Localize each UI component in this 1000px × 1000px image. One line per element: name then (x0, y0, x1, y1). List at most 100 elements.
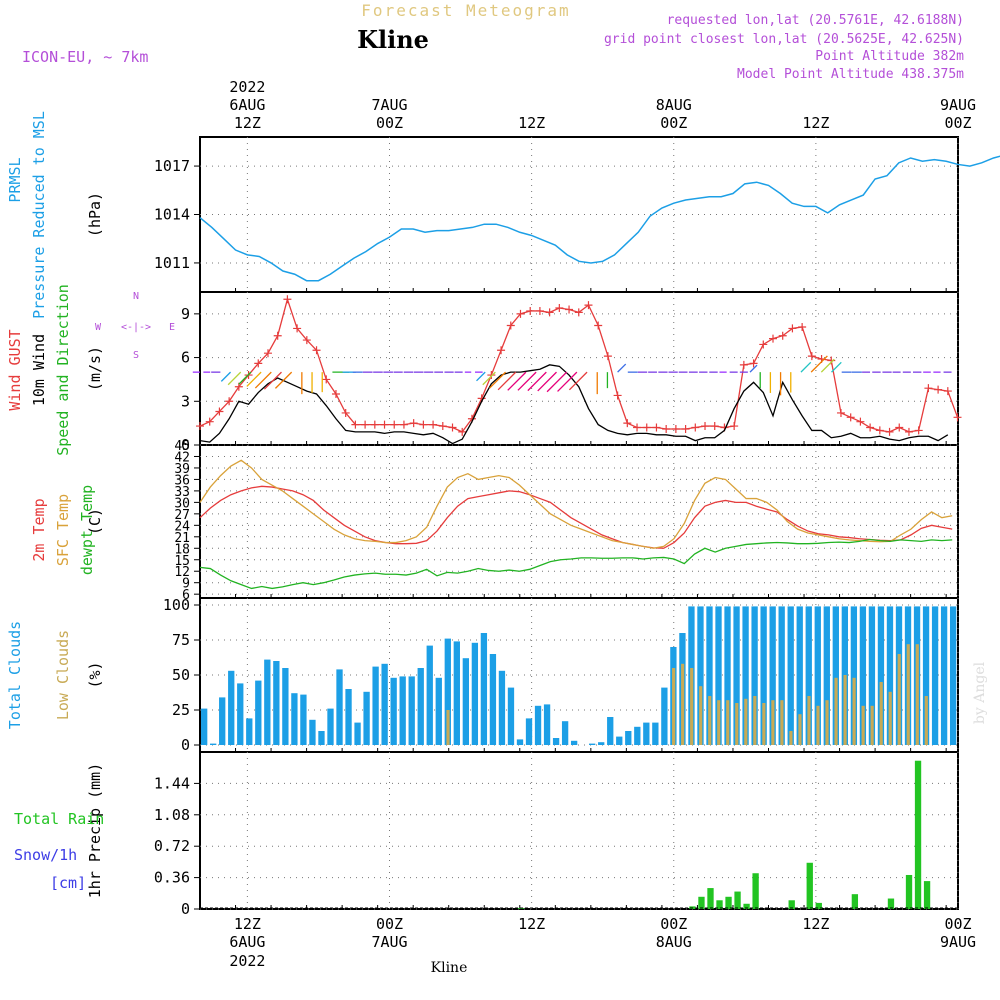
gust-marker (904, 427, 913, 436)
lowclouds-bar (816, 705, 820, 745)
gust-marker (574, 308, 583, 317)
gust-marker (351, 420, 360, 429)
lowclouds-bar (897, 654, 901, 745)
y-tick-label: 45 (174, 439, 190, 454)
lowclouds-bar (446, 710, 450, 745)
y-tick-label: 50 (172, 666, 190, 684)
gust-marker (196, 422, 204, 431)
y-tick-label: 1.44 (154, 774, 190, 792)
bottom-time-label: 12Z (802, 915, 829, 933)
panel-4: 0 0.36 0.72 1.08 1.44 1hr Precip (mm) (86, 751, 959, 918)
gust-marker (730, 422, 739, 431)
bottom-time-label: 00Z (944, 915, 971, 933)
totalclouds-bar (372, 666, 379, 745)
temp2m-line (199, 485, 953, 549)
prmsl-line (199, 155, 1000, 282)
totalclouds-bar (814, 606, 821, 745)
totalclouds-bar (922, 606, 930, 745)
lowclouds-bar (771, 700, 775, 745)
gust-marker (526, 306, 535, 315)
totalclouds-bar (751, 606, 758, 745)
lowclouds-bar (753, 696, 757, 745)
totalclouds-bar (210, 743, 217, 745)
prmsl-label: PRMSL (6, 157, 24, 202)
y-tick-label: 1017 (154, 157, 190, 175)
totalclouds-bar (489, 654, 497, 745)
y-tick-label: 33 (174, 485, 190, 500)
lowclouds-label: Low Clouds (54, 630, 72, 720)
forecast-title: Forecast Meteogram (361, 1, 570, 20)
gust-marker (273, 331, 282, 340)
panel-3: 0 25 50 75 100 (%) (86, 596, 959, 754)
gust-marker (545, 308, 554, 317)
compass-w: W (95, 322, 102, 333)
rain-bar (887, 898, 895, 909)
grid-point-coords: grid point closest lon,lat (20.5625E, 42… (604, 32, 964, 47)
totalclouds-bar (778, 606, 785, 745)
gust-marker (535, 306, 544, 315)
y-tick-label: 25 (172, 701, 190, 719)
totalclouds-bar (589, 743, 596, 745)
totalclouds-bar (273, 661, 280, 745)
totalclouds-bar (453, 641, 460, 745)
totalclouds-bar (652, 722, 659, 745)
totalclouds-label: Total Clouds (6, 621, 24, 729)
totalclouds-bar (733, 606, 740, 745)
rain-bar (517, 908, 525, 909)
gust-marker (856, 417, 865, 426)
lowclouds-bar (870, 705, 874, 745)
gust-marker (691, 423, 700, 432)
y-axis-unit: (C) (86, 508, 104, 535)
bottom-date-label: 8AUG (656, 933, 692, 951)
totalclouds-bar (787, 606, 794, 745)
totalclouds-bar (354, 722, 361, 745)
gust-marker (370, 420, 379, 429)
lowclouds-bar (888, 691, 892, 745)
totalclouds-bar (643, 722, 650, 745)
gust-marker (943, 387, 952, 396)
wind-direction-arrow (263, 371, 282, 390)
totalclouds-bar (408, 676, 415, 745)
gust-marker (205, 417, 214, 426)
wind-direction-arrow (274, 371, 293, 389)
totalclouds-bar (426, 645, 433, 745)
gust-marker (866, 423, 875, 432)
gust-marker (642, 423, 651, 432)
gust-marker (516, 309, 525, 318)
y-tick-label: 1014 (154, 206, 190, 224)
sfctemp-label: SFC Temp (54, 494, 72, 566)
totalclouds-bar (949, 606, 957, 745)
wind-direction-arrow (482, 371, 496, 386)
lowclouds-bar (825, 700, 829, 745)
totalclouds-bar (498, 670, 506, 745)
totalclouds-bar (345, 689, 352, 745)
totalclouds-bar (769, 606, 776, 745)
totalclouds-bar (381, 663, 388, 745)
bottom-time-label: 12Z (234, 915, 261, 933)
gust-marker (429, 420, 438, 429)
totalclouds-bar (886, 606, 894, 745)
lowclouds-bar (735, 703, 739, 745)
totalclouds-bar (625, 731, 632, 745)
totalclouds-bar (616, 736, 623, 745)
dewpt-line (199, 538, 953, 590)
gust-marker (739, 360, 748, 369)
gust-marker (875, 426, 884, 435)
totalclouds-bar (877, 606, 885, 745)
wind-direction-arrow (557, 371, 578, 392)
lowclouds-bar (672, 668, 676, 745)
gust-marker (361, 420, 370, 429)
totalclouds-bar (832, 606, 839, 745)
rain-bar (743, 903, 750, 909)
snow-unit-label: [cm] (50, 874, 86, 892)
rain-bar (905, 874, 913, 909)
lowclouds-bar (780, 700, 784, 745)
gust-marker (759, 340, 768, 349)
rain-bar (716, 900, 723, 909)
bottom-time-label: 00Z (376, 915, 403, 933)
top-date-label: 9AUG (940, 96, 976, 114)
y-tick-label: 18 (174, 542, 190, 557)
gust-marker (662, 424, 671, 433)
gust-marker (312, 346, 321, 355)
